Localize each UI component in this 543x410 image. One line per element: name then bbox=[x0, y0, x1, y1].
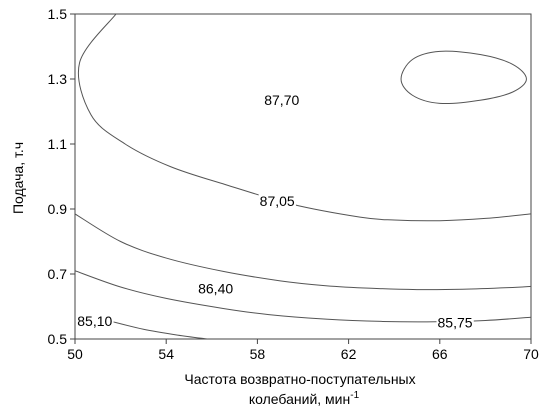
y-tick-label-1-1: 1.1 bbox=[48, 136, 68, 152]
x-tick-label-54: 54 bbox=[158, 346, 174, 362]
y-tick-label-1-5: 1.5 bbox=[48, 6, 68, 22]
plot-frame bbox=[74, 13, 532, 340]
contour-line-8510 bbox=[109, 320, 208, 339]
x-axis-label-line2: колебаний, мин-1 bbox=[249, 390, 360, 407]
contour-line-8640 bbox=[75, 213, 531, 291]
x-axis-label-unit: колебаний, мин bbox=[249, 391, 350, 407]
x-tick-label-50: 50 bbox=[67, 346, 83, 362]
contour-label-bg-8640 bbox=[197, 279, 235, 298]
y-tick-label-1-3: 1.3 bbox=[48, 71, 68, 87]
contour-label-bg-8770 bbox=[263, 91, 301, 109]
contour-label-8575: 85,75 bbox=[438, 315, 473, 331]
x-tick-label-70: 70 bbox=[523, 346, 539, 362]
x-tick-label-66: 66 bbox=[432, 346, 448, 362]
contour-label-bg-8510 bbox=[76, 312, 114, 330]
x-tick-label-62: 62 bbox=[341, 346, 357, 362]
contour-label-bg-8705 bbox=[258, 191, 296, 210]
x-tick-label-58: 58 bbox=[250, 346, 266, 362]
contour-label-8510: 85,10 bbox=[77, 313, 112, 329]
x-axis-label-superscript: -1 bbox=[350, 390, 359, 401]
contour-label-8705: 87,05 bbox=[260, 193, 295, 209]
y-tick-label-0-5: 0.5 bbox=[48, 331, 68, 347]
contour-label-bg-8575 bbox=[436, 313, 474, 332]
contour-label-8640: 86,40 bbox=[198, 281, 233, 297]
contour-line-8770 bbox=[400, 50, 527, 105]
y-tick-label-0-9: 0.9 bbox=[48, 201, 68, 217]
contour-line-8705 bbox=[78, 14, 531, 222]
x-axis-label-line1: Частота возвратно-поступательных bbox=[184, 371, 415, 387]
y-axis-label: Подача, т.ч bbox=[10, 142, 26, 214]
contour-label-8770: 87,70 bbox=[264, 92, 299, 108]
y-tick-label-0-7: 0.7 bbox=[48, 266, 68, 282]
